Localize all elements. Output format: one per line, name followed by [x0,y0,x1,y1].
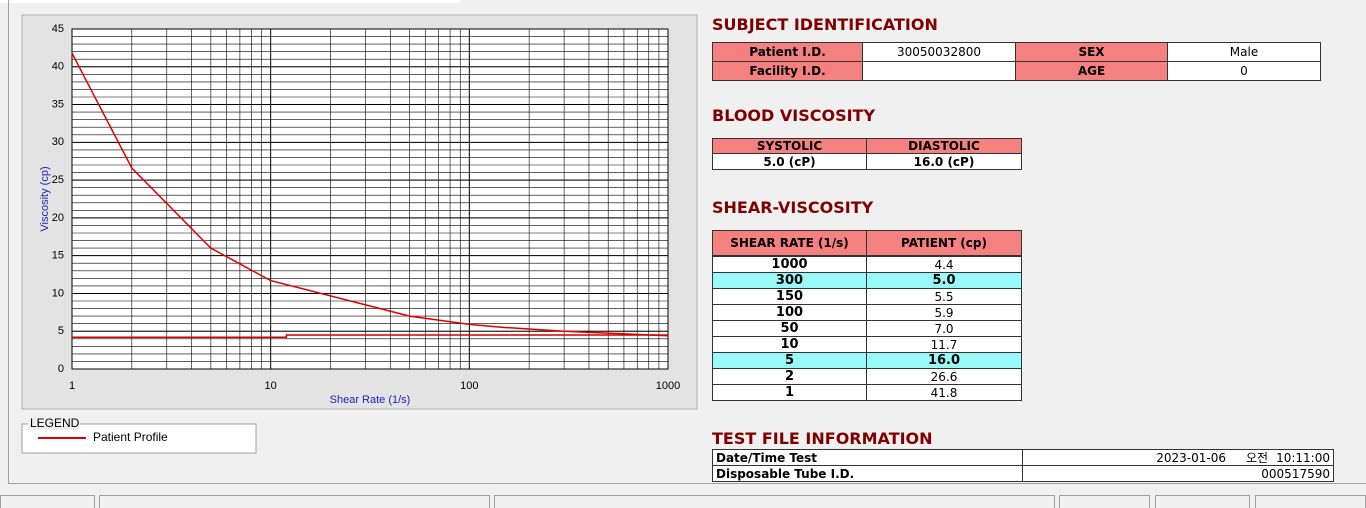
data-line [72,334,668,339]
table-cell: 50 [712,320,867,337]
table-cell: 000517590 [1022,465,1334,482]
y-tick-label: 40 [52,61,64,73]
x-axis-label: Shear Rate (1/s) [330,394,411,406]
table-cell: 5.9 [866,304,1022,321]
table-cell: SEX [1015,42,1168,62]
legend-label: Patient Profile [93,430,168,444]
plot-area [72,29,668,369]
status-panel [1059,495,1150,508]
table-cell: 41.8 [866,384,1022,401]
x-tick-label: 1000 [656,380,680,392]
table-cell: PATIENT (cp) [866,230,1022,256]
table-cell: 300 [712,272,867,289]
y-tick-label: 20 [52,212,64,224]
table-cell: 5 [712,352,867,369]
table-cell: 10 [712,336,867,353]
table-cell: SYSTOLIC [712,138,867,154]
table-cell: Male [1167,42,1321,62]
table-cell: Disposable Tube I.D. [712,465,1023,482]
x-tick-label: 1 [69,380,75,392]
cell-text: 10:11:00 [1276,450,1330,465]
table-cell: 5.0 (cP) [712,153,867,170]
y-tick-label: 5 [58,325,64,337]
table-cell: DIASTOLIC [866,138,1022,154]
table-cell: 150 [712,288,867,305]
table-cell: 11.7 [866,336,1022,353]
cell-text: 오전 [1246,451,1269,465]
table-cell: 26.6 [866,368,1022,385]
y-tick-label: 10 [52,287,64,299]
frame-line [8,483,1366,484]
data-line [71,52,669,337]
status-panel [0,495,95,508]
section-title: BLOOD VISCOSITY [712,106,876,125]
table-cell: Date/Time Test [712,449,1023,466]
status-panel [1255,495,1366,508]
chart: Shear Rate (1/s) Viscosity (cp) LEGEND 0… [21,14,698,454]
table-cell: 16.0 [866,352,1022,369]
table-cell [862,61,1016,81]
y-tick-label: 45 [52,23,64,35]
cell-text: 000517590 [1261,466,1330,481]
table-cell: 1000 [712,256,867,273]
section-title: SHEAR-VISCOSITY [712,198,874,217]
table-cell: 2 [712,368,867,385]
table-cell: 30050032800 [862,42,1016,62]
table-cell: Patient I.D. [712,42,863,62]
y-tick-label: 25 [52,174,64,186]
plot-border [71,28,669,370]
table-cell: AGE [1015,61,1168,81]
table-cell: 4.4 [866,256,1022,273]
x-tick-label: 10 [265,380,277,392]
table-cell: 5.0 [866,272,1022,289]
table-cell: 16.0 (cP) [866,153,1022,170]
x-tick-label: 100 [460,380,478,392]
table-cell: 0 [1167,61,1321,81]
legend-title-bg [28,418,80,430]
table-cell: 1 [712,384,867,401]
cell-text: 2023-01-06 [1156,450,1226,465]
section-title: SUBJECT IDENTIFICATION [712,15,938,34]
section-title: TEST FILE INFORMATION [712,429,933,448]
status-panel [1155,495,1250,508]
y-tick-label: 30 [52,136,64,148]
legend-title: LEGEND [30,416,80,430]
frame-line [8,0,9,483]
y-axis-label: Viscosity (cp) [39,166,51,231]
status-panel [99,495,490,508]
y-tick-label: 15 [52,250,64,262]
table-cell: 100 [712,304,867,321]
table-cell: 5.5 [866,288,1022,305]
table-cell: 7.0 [866,320,1022,337]
y-tick-label: 35 [52,98,64,110]
top-bar [0,0,460,3]
table-cell: SHEAR RATE (1/s) [712,230,867,256]
y-tick-label: 0 [58,363,64,375]
status-panel [494,495,1055,508]
table-cell: Facility I.D. [712,61,863,81]
table-cell: 2023-01-06 오전 10:11:00 [1022,449,1334,466]
